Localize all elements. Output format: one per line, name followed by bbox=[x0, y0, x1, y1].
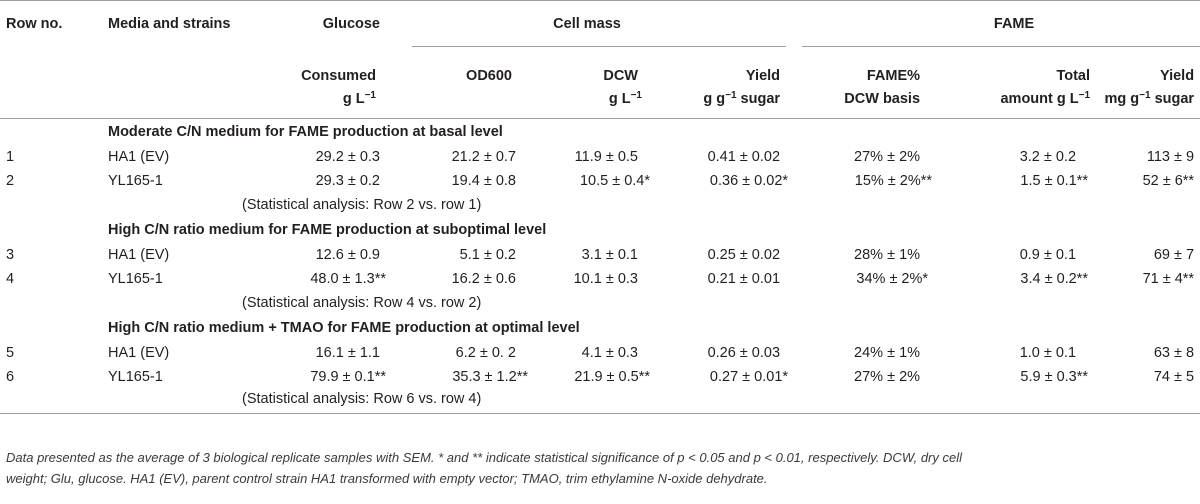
fame-pct-value: 27% ± 2% bbox=[854, 149, 921, 165]
fame-production-table: Row no. Media and strains Glucose Cell m… bbox=[0, 0, 1200, 414]
glucose-consumed: 48.0 ± 1.3** bbox=[310, 271, 386, 287]
table-row: 1 HA1 (EV) 29.2 ± 0.3 21.2 ± 0.7 11.9 ± … bbox=[0, 145, 1200, 169]
table-row: 4 YL165-1 48.0 ± 1.3** 16.2 ± 0.6 10.1 ±… bbox=[0, 267, 1200, 291]
stat-note: (Statistical analysis: Row 2 vs. row 1) bbox=[242, 197, 482, 213]
total-value: 1.0 ± 0.1 bbox=[1019, 345, 1077, 361]
yield-value: 0.36 ± 0.02* bbox=[709, 173, 789, 189]
unit-yield: g g−1 sugar bbox=[658, 88, 789, 119]
section-title-row: Moderate C/N medium for FAME production … bbox=[0, 119, 1200, 146]
table-row: 2 YL165-1 29.3 ± 0.2 19.4 ± 0.8 10.5 ± 0… bbox=[0, 169, 1200, 193]
yield-value: 0.26 ± 0.03 bbox=[707, 345, 781, 361]
unit-total: amount g L−1 bbox=[934, 88, 1103, 119]
unit-dcw: g L−1 bbox=[528, 88, 658, 119]
row-number: 5 bbox=[6, 345, 15, 361]
col-header-glucose: Glucose bbox=[272, 0, 386, 64]
yield-mg-value: 69 ± 7 bbox=[1153, 247, 1195, 263]
col-header-yield-mg: Yield bbox=[1159, 68, 1195, 84]
yield-mg-value: 74 ± 5 bbox=[1153, 369, 1195, 385]
yield-mg-value: 52 ± 6** bbox=[1142, 173, 1195, 189]
glucose-consumed: 12.6 ± 0.9 bbox=[315, 247, 380, 263]
strain: YL165-1 bbox=[108, 369, 163, 385]
total-value: 5.9 ± 0.3** bbox=[1020, 369, 1089, 385]
fame-pct-value: 27% ± 2% bbox=[854, 369, 921, 385]
strain: YL165-1 bbox=[108, 173, 163, 189]
od600-value: 5.1 ± 0.2 bbox=[459, 247, 516, 263]
strain: YL165-1 bbox=[108, 271, 163, 287]
col-header-total: Total bbox=[1056, 68, 1091, 84]
section-title: High C/N ratio medium for FAME productio… bbox=[108, 222, 547, 238]
strain: HA1 (EV) bbox=[108, 149, 170, 165]
fame-pct-value: 24% ± 1% bbox=[854, 345, 921, 361]
fame-pct-value: 15% ± 2%** bbox=[854, 173, 933, 189]
unit-glucose: g L−1 bbox=[272, 88, 386, 119]
footnote-line-1: Data presented as the average of 3 biolo… bbox=[6, 450, 963, 465]
section-title-row: High C/N ratio medium + TMAO for FAME pr… bbox=[0, 315, 1200, 341]
table-row: 6 YL165-1 79.9 ± 0.1** 35.3 ± 1.2** 21.9… bbox=[0, 365, 1200, 389]
yield-mg-value: 113 ± 9 bbox=[1146, 149, 1195, 165]
yield-value: 0.41 ± 0.02 bbox=[707, 149, 781, 165]
total-value: 1.5 ± 0.1** bbox=[1020, 173, 1089, 189]
dcw-value: 11.9 ± 0.5 bbox=[574, 149, 638, 165]
glucose-consumed: 29.3 ± 0.2 bbox=[315, 173, 380, 189]
row-number: 1 bbox=[6, 149, 15, 165]
stat-note: (Statistical analysis: Row 4 vs. row 2) bbox=[242, 295, 482, 311]
section-title: Moderate C/N medium for FAME production … bbox=[108, 124, 503, 140]
total-value: 0.9 ± 0.1 bbox=[1019, 247, 1077, 263]
dcw-value: 21.9 ± 0.5** bbox=[574, 369, 650, 385]
total-value: 3.4 ± 0.2** bbox=[1020, 271, 1089, 287]
yield-value: 0.27 ± 0.01* bbox=[709, 369, 789, 385]
header-row-3: g L−1 g L−1 g g−1 sugar DCW basis amount… bbox=[0, 88, 1200, 119]
unit-fame-basis: DCW basis bbox=[788, 88, 935, 119]
section-title: High C/N ratio medium + TMAO for FAME pr… bbox=[108, 320, 580, 336]
col-header-row-no: Row no. bbox=[0, 0, 108, 64]
col-header-fame: FAME bbox=[788, 0, 1200, 64]
yield-mg-value: 71 ± 4** bbox=[1142, 271, 1195, 287]
stat-note-row: (Statistical analysis: Row 2 vs. row 1) bbox=[0, 193, 1200, 217]
yield-value: 0.25 ± 0.02 bbox=[707, 247, 781, 263]
header-row-1: Row no. Media and strains Glucose Cell m… bbox=[0, 0, 1200, 64]
col-header-cell-mass: Cell mass bbox=[386, 0, 789, 64]
od600-value: 6.2 ± 0. 2 bbox=[455, 345, 516, 361]
dcw-value: 3.1 ± 0.1 bbox=[581, 247, 638, 263]
fame-pct-value: 28% ± 1% bbox=[854, 247, 921, 263]
dcw-value: 4.1 ± 0.3 bbox=[581, 345, 638, 361]
header-row-2: Consumed OD600 DCW Yield FAME% Total Yie… bbox=[0, 64, 1200, 88]
col-header-yield: Yield bbox=[745, 68, 781, 84]
col-header-dcw: DCW bbox=[603, 68, 638, 84]
od600-value: 19.4 ± 0.8 bbox=[451, 173, 516, 189]
table-row: 3 HA1 (EV) 12.6 ± 0.9 5.1 ± 0.2 3.1 ± 0.… bbox=[0, 243, 1200, 267]
stat-note-row: (Statistical analysis: Row 4 vs. row 2) bbox=[0, 291, 1200, 315]
col-header-media: Media and strains bbox=[108, 0, 272, 64]
col-header-fame-pct: FAME% bbox=[866, 68, 921, 84]
row-number: 4 bbox=[6, 271, 15, 287]
od600-value: 35.3 ± 1.2** bbox=[452, 369, 528, 385]
table-row: 5 HA1 (EV) 16.1 ± 1.1 6.2 ± 0. 2 4.1 ± 0… bbox=[0, 341, 1200, 365]
yield-value: 0.21 ± 0.01 bbox=[707, 271, 781, 287]
table-footnote: Data presented as the average of 3 biolo… bbox=[6, 447, 1194, 489]
stat-note-row: (Statistical analysis: Row 6 vs. row 4) bbox=[0, 389, 1200, 414]
od600-value: 21.2 ± 0.7 bbox=[451, 149, 516, 165]
strain: HA1 (EV) bbox=[108, 345, 170, 361]
row-number: 6 bbox=[6, 369, 15, 385]
row-number: 2 bbox=[6, 173, 15, 189]
section-title-row: High C/N ratio medium for FAME productio… bbox=[0, 217, 1200, 243]
footnote-line-2: weight; Glu, glucose. HA1 (EV), parent c… bbox=[6, 471, 768, 486]
od600-value: 16.2 ± 0.6 bbox=[451, 271, 516, 287]
yield-mg-value: 63 ± 8 bbox=[1153, 345, 1195, 361]
glucose-consumed: 79.9 ± 0.1** bbox=[310, 369, 386, 385]
strain: HA1 (EV) bbox=[108, 247, 170, 263]
unit-yield-mg: mg g−1 sugar bbox=[1102, 88, 1200, 119]
dcw-value: 10.1 ± 0.3 bbox=[573, 271, 638, 287]
fame-pct-value: 34% ± 2%* bbox=[856, 271, 929, 287]
dcw-value: 10.5 ± 0.4* bbox=[579, 173, 650, 189]
glucose-consumed: 29.2 ± 0.3 bbox=[315, 149, 380, 165]
col-header-od600: OD600 bbox=[466, 68, 512, 84]
row-number: 3 bbox=[6, 247, 15, 263]
col-header-consumed: Consumed bbox=[301, 68, 376, 84]
total-value: 3.2 ± 0.2 bbox=[1019, 149, 1077, 165]
stat-note: (Statistical analysis: Row 6 vs. row 4) bbox=[108, 389, 1200, 414]
glucose-consumed: 16.1 ± 1.1 bbox=[315, 345, 380, 361]
